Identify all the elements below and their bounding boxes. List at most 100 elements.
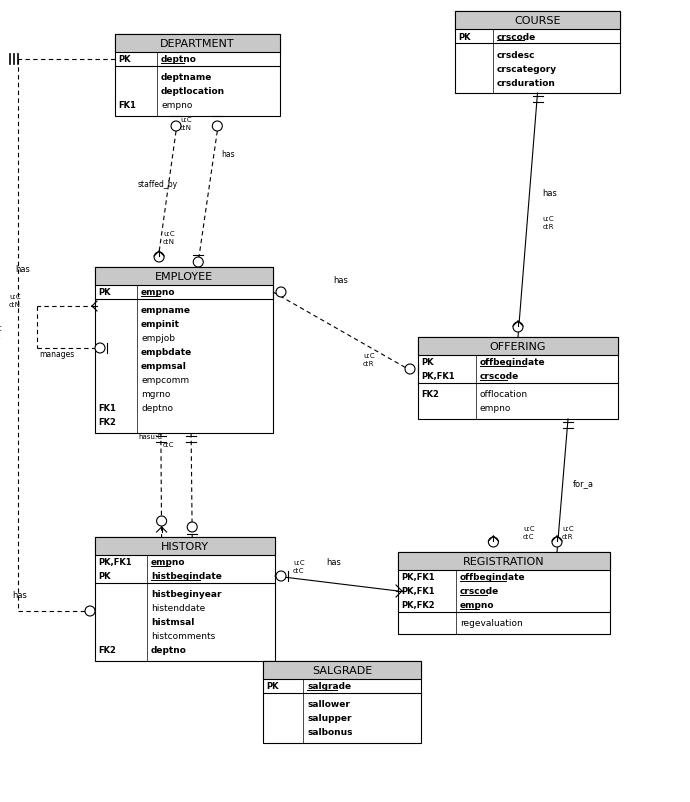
Circle shape xyxy=(187,522,197,533)
Bar xyxy=(115,35,280,117)
Text: PK,FK1: PK,FK1 xyxy=(98,558,132,567)
Text: d:C: d:C xyxy=(523,533,535,539)
Bar xyxy=(263,661,421,679)
Text: salupper: salupper xyxy=(307,714,351,723)
Text: empno: empno xyxy=(480,404,511,413)
Text: has: has xyxy=(542,188,558,198)
Text: FK2: FK2 xyxy=(98,646,116,654)
Text: crsdesc: crsdesc xyxy=(497,51,535,59)
Text: has: has xyxy=(326,557,342,566)
Text: offbegindate: offbegindate xyxy=(460,573,526,581)
Text: offbegindate: offbegindate xyxy=(480,358,546,367)
Text: COURSE: COURSE xyxy=(514,16,561,26)
Text: PK: PK xyxy=(266,682,279,691)
Text: u:C: u:C xyxy=(542,216,554,221)
Text: empcomm: empcomm xyxy=(141,376,189,385)
Bar xyxy=(115,35,280,53)
Text: empno: empno xyxy=(151,558,186,567)
Circle shape xyxy=(405,365,415,375)
Text: empinit: empinit xyxy=(141,320,180,329)
Text: PK,FK1: PK,FK1 xyxy=(421,372,455,381)
Circle shape xyxy=(154,253,164,263)
Text: d:N: d:N xyxy=(9,302,21,308)
Text: u:C: u:C xyxy=(562,525,573,532)
Circle shape xyxy=(276,571,286,581)
Text: u:C: u:C xyxy=(0,326,1,331)
Text: u:C: u:C xyxy=(523,525,535,532)
Text: d:R: d:R xyxy=(542,224,554,229)
Text: d:N: d:N xyxy=(163,239,175,245)
Text: sallower: sallower xyxy=(307,699,350,709)
Text: empno: empno xyxy=(460,601,495,610)
Text: deptname: deptname xyxy=(161,74,213,83)
Text: histbeginyear: histbeginyear xyxy=(151,589,221,599)
Text: empjob: empjob xyxy=(141,334,175,343)
Circle shape xyxy=(171,122,181,132)
Circle shape xyxy=(193,257,204,268)
Text: mgrno: mgrno xyxy=(141,390,170,399)
Text: HISTORY: HISTORY xyxy=(161,541,209,551)
Bar xyxy=(418,338,618,355)
Text: histmsal: histmsal xyxy=(151,618,195,626)
Text: salgrade: salgrade xyxy=(307,682,351,691)
Text: empname: empname xyxy=(141,306,191,315)
Text: deptlocation: deptlocation xyxy=(161,87,225,96)
Text: staffed_by: staffed_by xyxy=(138,180,178,188)
Bar xyxy=(263,661,421,743)
Text: deptno: deptno xyxy=(161,55,197,64)
Bar xyxy=(455,12,620,94)
Text: OFFERING: OFFERING xyxy=(490,342,546,351)
Text: has: has xyxy=(221,150,235,159)
Text: u:C: u:C xyxy=(363,353,375,358)
Text: DEPARTMENT: DEPARTMENT xyxy=(160,39,235,49)
Text: FK1: FK1 xyxy=(98,404,116,413)
Text: d:N: d:N xyxy=(180,125,192,131)
Text: histbegindate: histbegindate xyxy=(151,572,222,581)
Circle shape xyxy=(85,606,95,616)
Text: PK: PK xyxy=(98,572,110,581)
Text: FK2: FK2 xyxy=(98,418,116,427)
Text: empmsal: empmsal xyxy=(141,362,187,371)
Bar xyxy=(95,537,275,555)
Text: u:C: u:C xyxy=(180,117,192,123)
Circle shape xyxy=(276,288,286,298)
Bar xyxy=(455,12,620,30)
Bar xyxy=(95,268,273,433)
Text: SALGRADE: SALGRADE xyxy=(312,665,372,675)
Text: PK: PK xyxy=(118,55,130,64)
Text: offlocation: offlocation xyxy=(480,390,528,399)
Text: FK1: FK1 xyxy=(118,101,136,111)
Text: deptno: deptno xyxy=(151,646,187,654)
Text: d:R: d:R xyxy=(0,334,1,339)
Text: manages: manages xyxy=(39,350,75,358)
Text: d:R: d:R xyxy=(363,361,375,367)
Text: PK,FK1: PK,FK1 xyxy=(401,573,435,581)
Text: empno: empno xyxy=(161,101,193,111)
Bar xyxy=(418,338,618,419)
Text: histcomments: histcomments xyxy=(151,632,215,641)
Circle shape xyxy=(552,537,562,547)
Text: d:R: d:R xyxy=(562,533,573,539)
Text: crsduration: crsduration xyxy=(497,79,556,87)
Text: FK2: FK2 xyxy=(421,390,439,399)
Text: u:C: u:C xyxy=(163,231,175,237)
Text: has: has xyxy=(15,265,30,273)
Text: PK: PK xyxy=(458,32,471,42)
Circle shape xyxy=(513,322,523,333)
Text: empno: empno xyxy=(141,288,175,297)
Text: for_a: for_a xyxy=(573,479,594,488)
Text: histenddate: histenddate xyxy=(151,604,205,613)
Text: crscode: crscode xyxy=(460,587,500,596)
Bar xyxy=(398,553,610,634)
Text: regevaluation: regevaluation xyxy=(460,618,523,628)
Text: empbdate: empbdate xyxy=(141,348,193,357)
Text: PK,FK1: PK,FK1 xyxy=(401,587,435,596)
Text: PK: PK xyxy=(98,288,110,297)
Text: d:C: d:C xyxy=(293,567,304,573)
Text: PK,FK2: PK,FK2 xyxy=(401,601,435,610)
Text: u:C: u:C xyxy=(293,559,304,565)
Text: PK: PK xyxy=(421,358,433,367)
Text: crscategory: crscategory xyxy=(497,64,557,74)
Text: has: has xyxy=(12,590,27,599)
Circle shape xyxy=(213,122,222,132)
